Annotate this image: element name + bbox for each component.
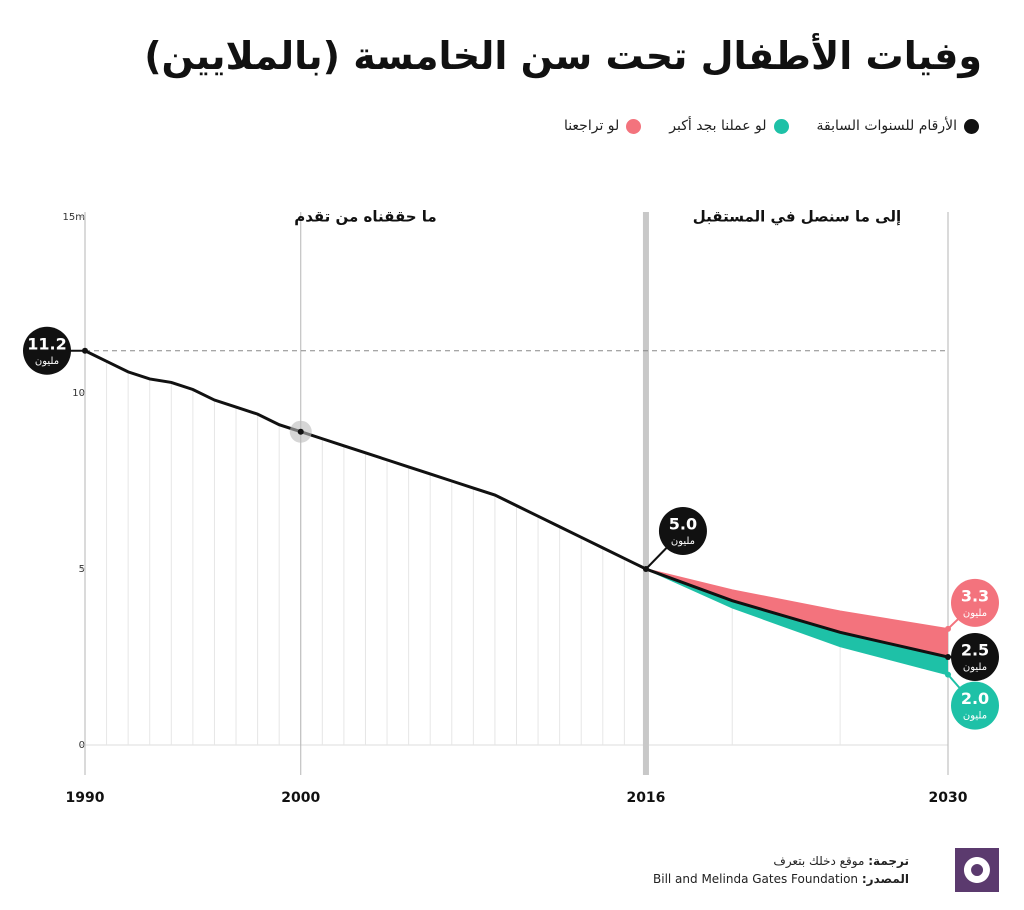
value-label: 2.5 — [961, 641, 989, 660]
legend-item: لو تراجعنا — [563, 118, 642, 134]
source-line: المصدر: Bill and Melinda Gates Foundatio… — [653, 870, 909, 888]
section-label: ما حققناه من تقدم — [294, 208, 436, 226]
logo — [955, 848, 999, 892]
value-unit: مليون — [963, 711, 987, 722]
callout-bubble — [23, 326, 71, 375]
value-unit: مليون — [671, 536, 695, 547]
legend: الأرقام للسنوات السابقة لو عملنا بجد أكبر… — [564, 118, 979, 134]
series-line — [84, 349, 949, 659]
legend-swatch — [964, 118, 979, 134]
series-line — [645, 568, 949, 676]
legend-swatch — [773, 118, 789, 134]
legend-item: لو عملنا بجد أكبر — [669, 118, 789, 134]
y-tick-label: 10 — [72, 388, 85, 399]
translation: موقع دخلك بتعرف — [773, 854, 865, 868]
translation-line: ترجمة: موقع دخلك بتعرف — [653, 852, 909, 870]
scenario-band — [645, 569, 948, 675]
legend-label: لو عملنا بجد أكبر — [669, 118, 767, 134]
point — [642, 566, 649, 572]
source: Bill and Melinda Gates Foundation — [653, 872, 859, 886]
y-tick-label: 15m — [63, 212, 85, 223]
legend-item: الأرقام للسنوات السابقة — [817, 118, 979, 134]
series-line — [645, 568, 949, 630]
x-tick-label: 1990 — [66, 790, 105, 806]
callout-bubble — [658, 507, 707, 555]
source-label: المصدر: — [861, 872, 909, 886]
legend-label: الأرقام للسنوات السابقة — [816, 118, 957, 134]
title: وفيات الأطفال تحت سن الخامسة (بالملايين) — [144, 34, 982, 78]
footer: ترجمة: موقع دخلك بتعرف المصدر: Bill and … — [653, 852, 909, 888]
value-label: 11.2 — [27, 334, 66, 353]
legend-swatch — [626, 118, 642, 134]
value-label: 3.3 — [961, 586, 989, 605]
value-unit: مليون — [35, 356, 59, 367]
x-tick-label: 2000 — [281, 790, 320, 806]
callout-bubble — [951, 681, 999, 730]
point — [945, 671, 951, 678]
scenario-band — [645, 569, 948, 657]
callout-bubble — [951, 578, 999, 627]
legend-label: لو تراجعنا — [563, 118, 620, 134]
value-unit: مليون — [963, 662, 987, 673]
value-unit: مليون — [963, 608, 987, 619]
logo-mark — [963, 857, 990, 883]
section-label: إلى ما سنصل في المستقبل — [693, 208, 901, 226]
point — [297, 428, 304, 435]
value-label: 5.0 — [669, 515, 697, 534]
x-tick-label: 2030 — [929, 790, 968, 806]
translation-label: ترجمة: — [868, 854, 909, 868]
point — [945, 654, 951, 660]
point — [945, 625, 951, 632]
x-tick-label: 2016 — [626, 790, 665, 806]
point — [82, 347, 88, 354]
value-label: 2.0 — [961, 689, 989, 708]
callout-bubble — [951, 633, 999, 681]
